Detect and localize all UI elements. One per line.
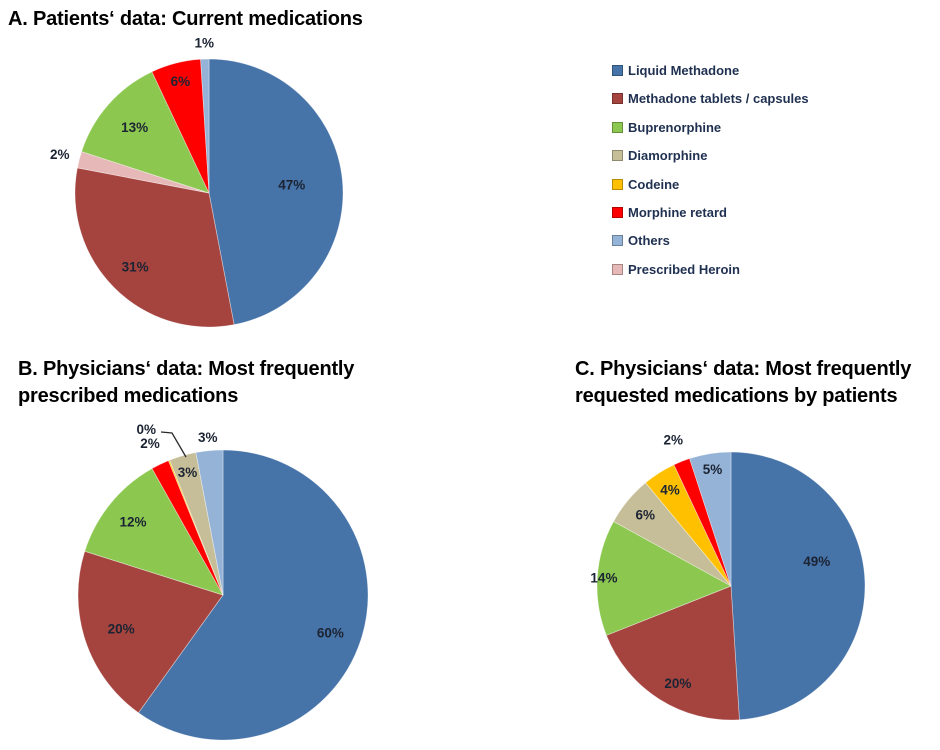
legend-item: Buprenorphine [612,119,809,136]
slice-label-prescribed-heroin: 2% [50,147,70,162]
legend: Liquid Methadone Methadone tablets / cap… [612,62,809,289]
pie-slice-methadone-tablets-capsules [74,167,235,328]
chart-b-title-line2: prescribed medications [18,385,239,407]
slice-label-others: 3% [198,430,218,445]
pie-slice-liquid-methadone [208,58,344,326]
slice-label-others: 1% [195,35,215,50]
legend-item-label: Morphine retard [628,204,727,220]
legend-swatch-icon [612,263,623,275]
pie-slice-buprenorphine [81,71,210,194]
label-leader-line [160,431,187,458]
legend-swatch-icon [612,93,623,105]
legend-item: Methadone tablets / capsules [612,90,809,107]
slice-label-methadone-tablets-capsules: 31% [122,259,149,274]
slice-label-liquid-methadone: 60% [317,625,344,640]
pie-chart-a-svg: 47% 31% 2% 13% 6% 1% [50,35,344,328]
slice-label-liquid-methadone: 49% [803,554,830,569]
legend-item-label: Others [628,233,670,249]
pie-chart-b-svg: 60% 20% 12% 2%0% 3% 3% [77,422,369,741]
legend-item: Diamorphine [612,147,809,164]
pie-slice-others [689,451,732,587]
legend-item-label: Methadone tablets / capsules [628,91,809,107]
pie-chart-b: 60% 20% 12% 2% 0% 3% 3% [15,420,445,750]
pie-chart-c-svg: 49% 20% 14% 6% 4% 2% 5% [590,433,866,721]
slice-label-morphine-retard: 2% [140,436,160,451]
legend-swatch-icon [612,235,623,247]
pie-chart-c: 49% 20% 14% 6% 4% 2% 5% [575,420,940,750]
slice-label-methadone-tablets-capsules: 20% [108,621,135,636]
slice-label-codeine: 4% [660,482,680,497]
legend-swatch-icon [612,178,623,190]
legend-swatch-icon [612,206,623,218]
legend-item: Others [612,232,809,249]
slice-label-diamorphine: 3% [178,465,198,480]
slice-label-buprenorphine: 14% [590,571,617,586]
pie-slice-others [200,58,210,194]
chart-c-title-line1: C. Physicians‘ data: Most frequently [575,358,912,380]
slice-label-others: 5% [703,462,723,477]
pie-chart-a: 47% 31% 2% 13% 6% 1% [15,35,445,350]
slice-label-morphine-retard: 2% [664,433,684,448]
chart-b-title: B. Physicians‘ data: Most frequently pre… [18,356,354,410]
pie-slice-others [195,449,224,596]
legend-item-label: Prescribed Heroin [628,261,740,277]
pie-slice-liquid-methadone [137,449,369,741]
legend-swatch-icon [612,121,623,133]
slice-label-codeine: 0% [137,422,157,437]
pie-slice-methadone-tablets-capsules [77,550,224,714]
legend-swatch-icon [612,150,623,162]
slice-label-buprenorphine: 13% [121,120,148,135]
pie-slice-methadone-tablets-capsules [605,585,740,721]
chart-a-title: A. Patients‘ data: Current medications [8,6,363,33]
legend-item-label: Diamorphine [628,148,708,164]
legend-item-label: Buprenorphine [628,119,722,135]
legend-swatch-icon [612,65,623,76]
slice-label-methadone-tablets-capsules: 20% [664,676,691,691]
chart-c-title: C. Physicians‘ data: Most frequently req… [575,356,911,410]
legend-item-label: Codeine [628,176,680,192]
chart-c-title-line2: requested medications by patients [575,385,898,407]
legend-item: Codeine [612,176,809,193]
slice-label-morphine-retard: 6% [171,74,191,89]
pie-slice-buprenorphine [84,468,224,596]
slice-label-diamorphine: 6% [636,508,656,523]
pie-slice-buprenorphine [596,520,732,636]
chart-b-title-line1: B. Physicians‘ data: Most frequently [18,358,355,380]
legend-item: Liquid Methadone [612,62,809,79]
legend-item: Prescribed Heroin [612,261,809,278]
pie-slice-liquid-methadone [730,451,866,721]
slice-label-liquid-methadone: 47% [278,178,305,193]
slice-label-buprenorphine: 12% [120,514,147,529]
legend-item: Morphine retard [612,204,809,221]
chart-a-title-line: A. Patients‘ data: Current medications [8,8,363,30]
legend-item-label: Liquid Methadone [628,63,740,78]
